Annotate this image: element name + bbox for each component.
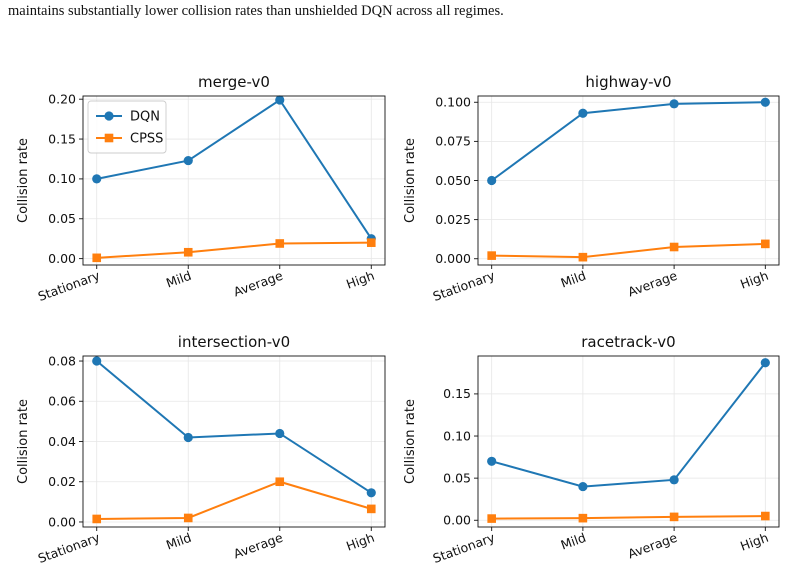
y-tick-label: 0.000 [435,251,471,266]
point-CPSS-Average [669,242,679,252]
point-CPSS-High [366,504,376,514]
point-CPSS-High [761,511,770,521]
subplot-racetrack-v0: 0.00 0.05 0.10 0.15 Stationary Mild Average Hig… [403,333,780,566]
x-tick-label: Average [231,530,285,562]
series-line-DQN [96,360,372,494]
point-CPSS-Stationary [92,514,102,524]
subplot-title: intersection-v0 [178,333,290,351]
axes-frame [477,355,780,528]
y-tick-label: 0.10 [48,171,76,186]
y-tick-label: 0.04 [48,434,76,449]
series-line-CPSS [96,241,372,259]
point-DQN-Average [275,428,285,439]
point-CPSS-Mild [183,247,193,257]
x-tick-label: Mild [559,530,588,553]
x-tick-label: Average [626,268,680,300]
y-tick-label: 0.100 [435,95,471,110]
point-DQN-High [760,358,770,368]
x-tick-label: High [738,530,770,554]
point-DQN-Mild [183,155,193,166]
x-tick-label: Mild [164,268,193,291]
series-line-DQN [491,362,767,488]
x-tick-label: High [344,268,376,292]
point-DQN-Mild [578,108,588,118]
y-tick-label: 0.00 [48,251,76,266]
legend-marker-DQN [104,111,114,121]
point-CPSS-Stationary [487,514,496,523]
point-DQN-Average [275,95,285,105]
point-DQN-Average [669,99,679,109]
y-tick-label: 0.025 [435,212,471,227]
y-tick-label: 0.15 [443,386,471,401]
legend-marker-CPSS [104,133,114,143]
point-DQN-Mild [578,481,588,492]
x-tick-label: Average [626,530,680,562]
axes-frame [82,95,386,266]
y-tick-label: 0.075 [435,134,471,149]
y-axis-label: Collision rate [403,399,418,484]
subplot-highway-v0: 0.000 0.025 0.050 0.075 0.100 Stationary Mild A… [403,73,780,304]
subplot-merge-v0: 0.00 0.05 0.10 0.15 0.20 Stationary Mild Averag… [16,73,386,304]
point-CPSS-Stationary [487,251,496,260]
point-CPSS-Average [669,512,679,522]
point-CPSS-Mild [183,513,193,523]
point-DQN-High [366,488,376,498]
series-line-DQN [491,101,766,182]
x-tick-label: Stationary [431,268,497,304]
point-DQN-Stationary [92,356,102,366]
series-line-CPSS [96,480,372,520]
point-CPSS-Mild [578,252,588,262]
y-tick-label: 0.00 [48,514,76,529]
x-tick-label: Mild [164,530,193,553]
point-DQN-High [760,97,770,107]
y-tick-label: 0.02 [48,474,76,489]
x-tick-label: Average [231,268,285,300]
point-DQN-Mild [183,432,193,443]
point-CPSS-Stationary [92,253,102,263]
y-tick-label: 0.08 [48,353,76,368]
subplot-title: merge-v0 [198,73,270,91]
y-tick-label: 0.06 [48,394,76,409]
series-line-CPSS [491,242,766,259]
legend-label-CPSS: CPSS [130,132,163,147]
legend-label-DQN: DQN [130,110,160,125]
x-tick-label: Stationary [36,268,102,304]
figure-caption: maintains substantially lower collision … [8,3,504,19]
x-tick-label: Stationary [431,530,497,566]
x-tick-label: Mild [559,268,588,291]
y-axis-label: Collision rate [16,399,31,484]
point-DQN-Stationary [487,456,497,466]
point-CPSS-High [761,239,770,249]
y-axis-label: Collision rate [16,138,31,223]
subplot-title: highway-v0 [585,73,671,91]
point-CPSS-Mild [578,513,588,523]
y-tick-label: 0.10 [443,428,471,443]
y-tick-label: 0.05 [443,470,471,485]
y-tick-label: 0.20 [48,91,76,106]
y-tick-label: 0.050 [435,173,471,188]
point-DQN-Stationary [92,174,102,184]
x-tick-label: Stationary [36,530,102,566]
subplot-title: racetrack-v0 [581,333,675,351]
y-axis-label: Collision rate [403,138,418,223]
subplot-intersection-v0: 0.00 0.02 0.04 0.06 0.08 Stationary Mild Averag… [16,333,386,566]
point-CPSS-Average [275,239,285,248]
y-tick-label: 0.15 [48,131,76,146]
point-CPSS-Average [275,477,285,487]
y-tick-label: 0.05 [48,211,76,226]
series-line-DQN [96,98,373,240]
series-line-CPSS [491,515,766,520]
y-tick-label: 0.00 [443,513,471,528]
x-tick-label: High [344,530,376,554]
point-DQN-Average [669,475,679,485]
point-DQN-Stationary [487,175,497,186]
x-tick-label: High [738,268,770,292]
point-CPSS-High [366,238,376,247]
